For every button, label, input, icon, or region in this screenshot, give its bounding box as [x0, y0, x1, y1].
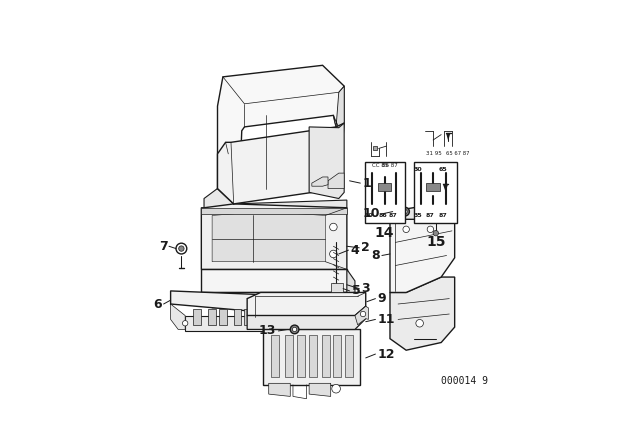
Polygon shape	[193, 310, 201, 325]
Text: 15: 15	[426, 235, 445, 249]
Polygon shape	[390, 206, 454, 220]
Polygon shape	[263, 329, 360, 385]
Polygon shape	[345, 335, 353, 377]
Text: 9: 9	[378, 292, 386, 305]
Polygon shape	[309, 123, 344, 198]
Polygon shape	[218, 123, 344, 204]
Circle shape	[427, 226, 434, 233]
Polygon shape	[347, 269, 355, 308]
Text: 1: 1	[363, 177, 372, 190]
Circle shape	[330, 250, 337, 258]
Circle shape	[330, 223, 337, 231]
Polygon shape	[202, 204, 347, 269]
Polygon shape	[333, 335, 342, 377]
Polygon shape	[378, 183, 390, 191]
Text: 30: 30	[365, 213, 373, 218]
Polygon shape	[414, 162, 458, 223]
Text: 8: 8	[371, 249, 380, 262]
Polygon shape	[390, 220, 454, 293]
Polygon shape	[426, 183, 440, 191]
Polygon shape	[443, 184, 448, 192]
Circle shape	[287, 318, 293, 323]
Text: 86 87: 86 87	[382, 163, 397, 168]
Polygon shape	[247, 306, 365, 329]
Polygon shape	[202, 208, 347, 214]
Text: 000014 9: 000014 9	[441, 375, 488, 386]
Polygon shape	[271, 335, 280, 377]
Polygon shape	[312, 177, 328, 186]
Polygon shape	[218, 65, 344, 204]
Polygon shape	[355, 306, 369, 325]
Circle shape	[176, 243, 187, 254]
Circle shape	[292, 327, 297, 332]
Circle shape	[403, 210, 407, 214]
Polygon shape	[309, 383, 331, 396]
Polygon shape	[202, 269, 347, 293]
Polygon shape	[331, 283, 343, 293]
Text: 6: 6	[154, 297, 162, 310]
Text: 14: 14	[375, 226, 394, 240]
Polygon shape	[297, 335, 305, 377]
Circle shape	[416, 319, 424, 327]
Polygon shape	[390, 277, 454, 350]
Polygon shape	[365, 162, 405, 223]
Polygon shape	[212, 211, 325, 262]
Circle shape	[182, 321, 188, 326]
Text: 65: 65	[439, 167, 448, 172]
Text: 86: 86	[379, 213, 387, 218]
Text: 31 95: 31 95	[426, 151, 442, 156]
Polygon shape	[446, 133, 451, 141]
Polygon shape	[373, 146, 376, 150]
Text: 5: 5	[352, 284, 360, 297]
Text: 10: 10	[362, 207, 380, 220]
Text: 11: 11	[378, 313, 395, 326]
Polygon shape	[185, 315, 282, 331]
Circle shape	[403, 226, 410, 233]
Circle shape	[332, 384, 340, 393]
Text: 65 67 87: 65 67 87	[445, 151, 469, 156]
Polygon shape	[244, 310, 252, 325]
Text: 87: 87	[439, 213, 448, 218]
Circle shape	[401, 207, 410, 216]
Text: 30: 30	[413, 167, 422, 172]
Circle shape	[291, 325, 299, 334]
Polygon shape	[171, 291, 304, 315]
Polygon shape	[171, 291, 185, 329]
Polygon shape	[321, 335, 330, 377]
Text: 3: 3	[362, 282, 370, 295]
Polygon shape	[204, 189, 347, 208]
Polygon shape	[328, 173, 344, 189]
Text: 7: 7	[159, 240, 168, 253]
Polygon shape	[285, 335, 293, 377]
Polygon shape	[202, 293, 347, 308]
Polygon shape	[260, 310, 267, 325]
Text: 2: 2	[362, 241, 370, 254]
Polygon shape	[282, 296, 304, 331]
Polygon shape	[209, 310, 216, 325]
Text: 12: 12	[378, 348, 395, 361]
Polygon shape	[269, 383, 291, 396]
Polygon shape	[219, 310, 227, 325]
Text: 87: 87	[426, 213, 435, 218]
Circle shape	[179, 246, 184, 251]
Polygon shape	[234, 310, 241, 325]
Text: 4: 4	[351, 244, 360, 257]
Circle shape	[360, 311, 365, 317]
Circle shape	[433, 230, 438, 236]
Text: 13: 13	[259, 324, 276, 337]
Text: CC 85: CC 85	[372, 163, 388, 168]
Text: 87: 87	[388, 213, 397, 218]
Text: 35: 35	[413, 213, 422, 218]
Polygon shape	[247, 293, 365, 315]
Polygon shape	[309, 335, 317, 377]
Polygon shape	[333, 86, 344, 128]
